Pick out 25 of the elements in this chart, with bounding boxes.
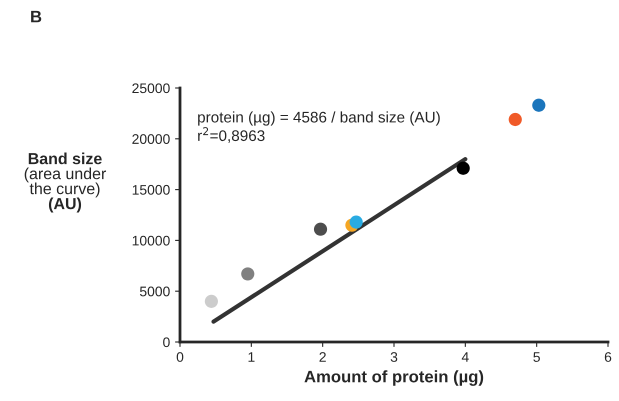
y-tick-label: 15000 — [132, 184, 170, 195]
y-axis-title: Band size (area under the curve) (AU) — [24, 152, 106, 212]
point — [314, 222, 328, 236]
point — [532, 98, 546, 112]
x-tick-label: 0 — [176, 352, 184, 362]
annotation: protein (µg) = 4586 / band size (AU) — [198, 111, 440, 126]
y-tick-label: 0 — [163, 337, 170, 348]
x-axis-title: Amount of protein (µg) — [304, 370, 484, 386]
x-tick-label: 2 — [320, 352, 326, 362]
x-tick-label: 5 — [533, 352, 540, 362]
y-tick-label: 5000 — [140, 286, 170, 296]
point — [241, 267, 254, 281]
annotation: r$^{2}$=0,8963 — [198, 127, 265, 143]
text: B — [31, 10, 42, 22]
point — [456, 162, 470, 175]
point — [204, 294, 218, 308]
y-tick-label: 20000 — [132, 134, 170, 144]
point — [350, 216, 363, 229]
x-tick-label: 6 — [604, 352, 612, 362]
x-tick-label: 1 — [248, 352, 255, 362]
x-tick-label: 3 — [390, 352, 398, 362]
y-tick-label: 10000 — [132, 236, 170, 246]
y-tick-label: 25000 — [132, 83, 170, 94]
point — [508, 112, 522, 126]
x-tick-label: 4 — [462, 352, 469, 362]
